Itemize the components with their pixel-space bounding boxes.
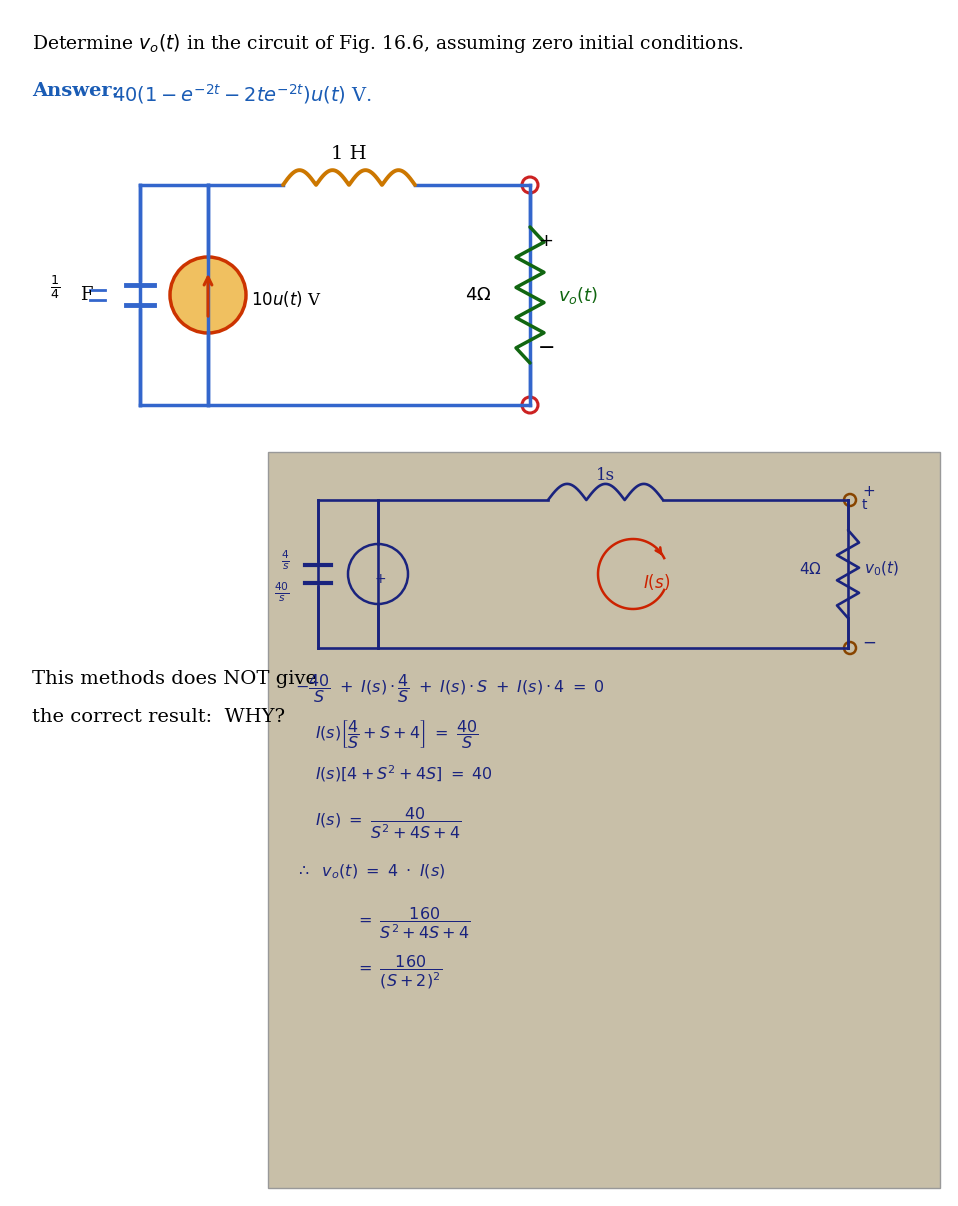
Text: $\frac{40}{s}$: $\frac{40}{s}$ <box>274 580 290 604</box>
Text: $=\ \dfrac{160}{S^2+4S+4}$: $=\ \dfrac{160}{S^2+4S+4}$ <box>355 904 470 941</box>
Text: −: − <box>538 338 556 358</box>
Text: $4\Omega$: $4\Omega$ <box>465 286 491 304</box>
Text: Answer:: Answer: <box>32 82 119 100</box>
Text: 1s: 1s <box>596 467 615 484</box>
Text: 1 H: 1 H <box>331 145 367 163</box>
Text: F: F <box>80 286 93 304</box>
Text: +: + <box>538 232 553 250</box>
Text: $I(s)\left[\dfrac{4}{S}+S+4\right]\ =\ \dfrac{40}{S}$: $I(s)\left[\dfrac{4}{S}+S+4\right]\ =\ \… <box>315 718 479 751</box>
Text: +: + <box>375 572 386 586</box>
Text: This methods does NOT give: This methods does NOT give <box>32 671 317 687</box>
Circle shape <box>170 257 246 333</box>
Text: $-\dfrac{40}{S}\ +\ I(s)\cdot\dfrac{4}{S}\ +\ I(s)\cdot S\ +\ I(s)\cdot 4\ =\ 0$: $-\dfrac{40}{S}\ +\ I(s)\cdot\dfrac{4}{S… <box>295 672 605 706</box>
Circle shape <box>522 177 538 193</box>
Circle shape <box>844 494 856 507</box>
Text: $I(s)$: $I(s)$ <box>643 572 671 592</box>
Text: $v_0(t)$: $v_0(t)$ <box>864 560 899 578</box>
Text: $\therefore\ \ v_o(t)\ =\ 4\ \cdot\ I(s)$: $\therefore\ \ v_o(t)\ =\ 4\ \cdot\ I(s)… <box>295 863 445 882</box>
Text: $I(s)\left[4+S^2+4S\right]\ =\ 40$: $I(s)\left[4+S^2+4S\right]\ =\ 40$ <box>315 763 493 784</box>
Text: $40(1 - e^{-2t} - 2te^{-2t})u(t)$ V.: $40(1 - e^{-2t} - 2te^{-2t})u(t)$ V. <box>112 82 372 106</box>
Text: t: t <box>862 498 868 513</box>
Text: $I(s)\ =\ \dfrac{40}{S^2+4S+4}$: $I(s)\ =\ \dfrac{40}{S^2+4S+4}$ <box>315 804 461 841</box>
Text: $10u(t)$ V: $10u(t)$ V <box>251 289 322 309</box>
Circle shape <box>844 642 856 654</box>
Text: $v_o(t)$: $v_o(t)$ <box>558 285 599 305</box>
Text: the correct result:  WHY?: the correct result: WHY? <box>32 708 285 726</box>
Text: $4\Omega$: $4\Omega$ <box>799 561 821 576</box>
Text: $\frac{1}{4}$: $\frac{1}{4}$ <box>50 273 60 302</box>
Circle shape <box>348 544 408 604</box>
Text: $=\ \dfrac{160}{(S+2)^2}$: $=\ \dfrac{160}{(S+2)^2}$ <box>355 953 442 990</box>
Text: +: + <box>862 485 875 499</box>
FancyBboxPatch shape <box>268 452 940 1188</box>
Text: Determine $v_o(t)$ in the circuit of Fig. 16.6, assuming zero initial conditions: Determine $v_o(t)$ in the circuit of Fig… <box>32 33 744 55</box>
Circle shape <box>522 397 538 412</box>
Text: $\frac{4}{s}$: $\frac{4}{s}$ <box>282 549 290 572</box>
Text: −: − <box>862 634 876 652</box>
